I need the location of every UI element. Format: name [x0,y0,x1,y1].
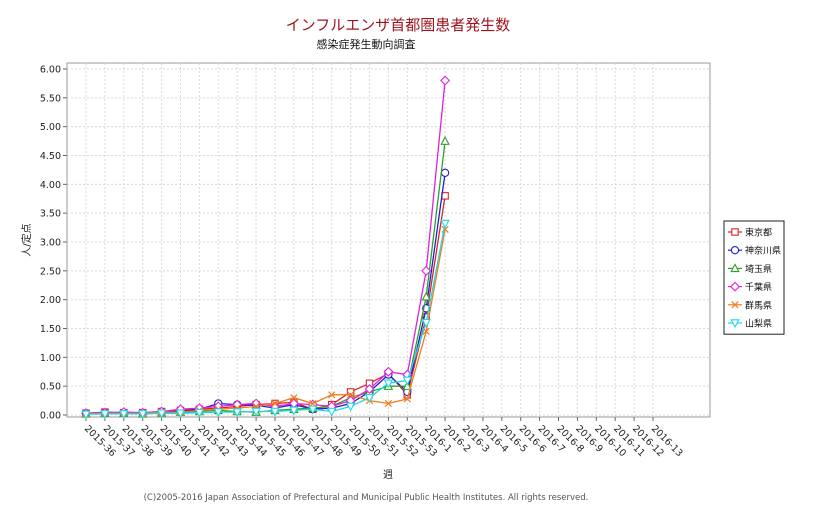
y-tick-label: 4.00 [40,180,61,191]
data-point [290,394,298,402]
data-point [440,135,450,145]
data-point [213,408,224,418]
legend-marker [731,301,739,309]
data-point [421,265,432,276]
data-point [345,402,356,412]
data-point [270,407,280,417]
data-point [403,395,411,403]
data-point [440,75,451,86]
data-point [383,379,394,389]
data-point [326,407,337,417]
y-tick-label: 1.00 [40,353,61,364]
legend-item: 千葉県 [728,281,772,293]
data-point [251,407,261,417]
data-point [421,291,431,301]
y-tick-label: 2.00 [40,295,61,306]
legend-label: 千葉県 [745,281,772,293]
data-point [440,168,450,177]
legend-marker [730,246,740,255]
chart-subtitle: 感染症発生動向調査 [317,37,416,51]
y-tick-label: 3.00 [40,238,61,249]
legend-marker [731,228,739,236]
legend-item: 埼玉県 [728,263,772,275]
data-point [271,399,279,408]
data-point [441,192,449,200]
series-6 [81,219,450,420]
data-point [364,384,375,395]
y-axis: 0.00 0.50 1.00 1.50 2.00 2.50 3.00 3.50 4.00 4.50… [40,65,67,422]
data-point [156,409,167,419]
chart-title: インフルエンザ首都圏患者発生数 [286,16,511,34]
y-tick-label: 3.50 [40,209,61,220]
series-layer [81,75,451,420]
data-point [421,318,431,328]
x-axis-label: 週 [383,469,393,481]
legend-box [723,220,785,335]
y-tick-label: 1.50 [40,324,61,335]
data-point [402,380,413,390]
data-point [346,391,355,399]
data-point [328,391,336,399]
legend-item: 東京都 [728,227,772,239]
legend-marker [730,281,740,292]
data-point [308,405,318,415]
series-line [85,223,446,416]
y-tick-label: 4.50 [40,151,61,162]
y-tick-label: 6.00 [40,65,61,76]
legend-marker [730,263,740,273]
legend-label: 群馬県 [745,299,772,311]
legend-label: 東京都 [745,227,772,239]
data-point [364,393,375,403]
data-point [81,410,91,420]
y-tick-label: 5.00 [40,122,61,133]
grid [67,63,710,417]
data-point [383,366,394,377]
x-axis: 2015-362015-372015-382015-392015-402015-… [82,417,685,459]
data-point [232,408,242,418]
y-axis-label: 人/定点 [20,223,33,256]
data-point [402,376,413,386]
data-point [440,219,450,229]
legend-label: 埼玉県 [745,263,772,275]
legend-item: 群馬県 [728,299,772,311]
legend-item: 神奈川県 [728,245,781,257]
legend-label: 神奈川県 [745,245,781,257]
data-point [100,410,110,420]
copyright-notice: (C)2005-2016 Japan Association of Prefec… [144,493,589,503]
data-point [194,408,205,418]
y-tick-label: 0.00 [40,411,61,422]
y-tick-label: 2.50 [40,266,61,277]
y-tick-label: 0.50 [40,382,61,393]
legend-label: 山梨県 [745,318,772,330]
y-tick-label: 5.50 [40,93,61,104]
legend-item: 山梨県 [728,318,772,330]
data-point [384,399,393,408]
data-point [137,410,148,420]
legend-marker [730,319,740,329]
data-point [289,406,299,416]
data-point [119,410,129,420]
data-point [175,409,186,419]
